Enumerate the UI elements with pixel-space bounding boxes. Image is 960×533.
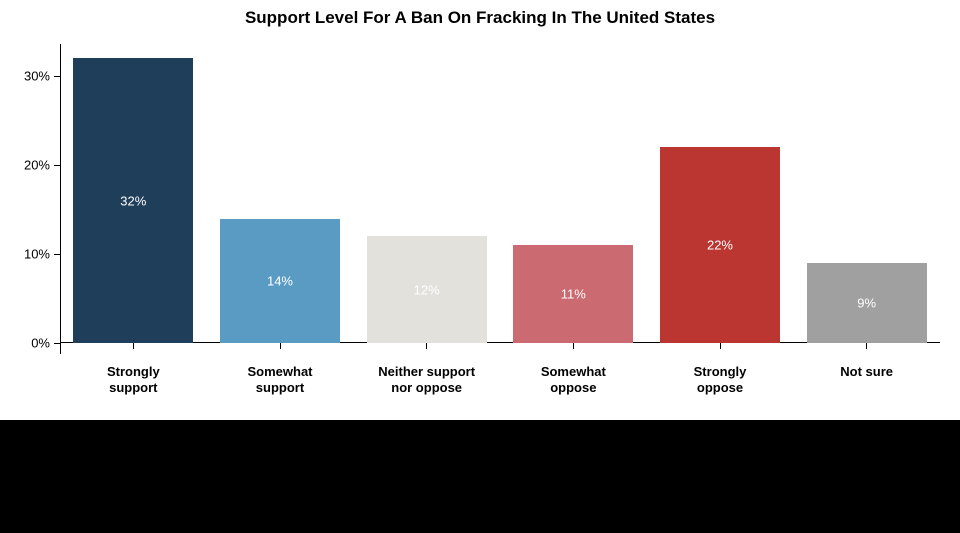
x-tick	[426, 343, 427, 349]
x-tick	[720, 343, 721, 349]
x-tick	[573, 343, 574, 349]
x-tick	[280, 343, 281, 349]
bar: 9%	[807, 263, 927, 343]
bar: 14%	[220, 219, 340, 344]
bar-value-label: 32%	[120, 193, 146, 208]
x-tick	[133, 343, 134, 349]
bar-value-label: 11%	[561, 287, 586, 302]
x-tick-label: Not sure	[840, 354, 893, 380]
footer-strip	[0, 420, 960, 533]
plot-area: 0%10%20%30%32%Strongly support14%Somewha…	[60, 44, 940, 354]
x-tick-label: Strongly oppose	[694, 354, 747, 395]
bar-value-label: 22%	[707, 238, 733, 253]
chart-title: Support Level For A Ban On Fracking In T…	[0, 8, 960, 28]
x-tick-label: Strongly support	[107, 354, 160, 395]
bar: 11%	[513, 245, 633, 343]
bar: 32%	[73, 58, 193, 343]
bar: 22%	[660, 147, 780, 343]
chart-area: Support Level For A Ban On Fracking In T…	[0, 0, 960, 420]
y-tick-label: 30%	[24, 69, 60, 84]
x-tick-label: Somewhat support	[247, 354, 312, 395]
bar-value-label: 9%	[857, 296, 876, 311]
bar: 12%	[367, 236, 487, 343]
x-tick-label: Neither support nor oppose	[378, 354, 475, 395]
y-tick-label: 20%	[24, 158, 60, 173]
y-axis-line	[60, 44, 61, 354]
bar-value-label: 14%	[267, 273, 293, 288]
y-tick-label: 10%	[24, 247, 60, 262]
x-tick	[866, 343, 867, 349]
y-tick-label: 0%	[31, 336, 60, 351]
x-tick-label: Somewhat oppose	[541, 354, 606, 395]
bar-value-label: 12%	[414, 282, 440, 297]
